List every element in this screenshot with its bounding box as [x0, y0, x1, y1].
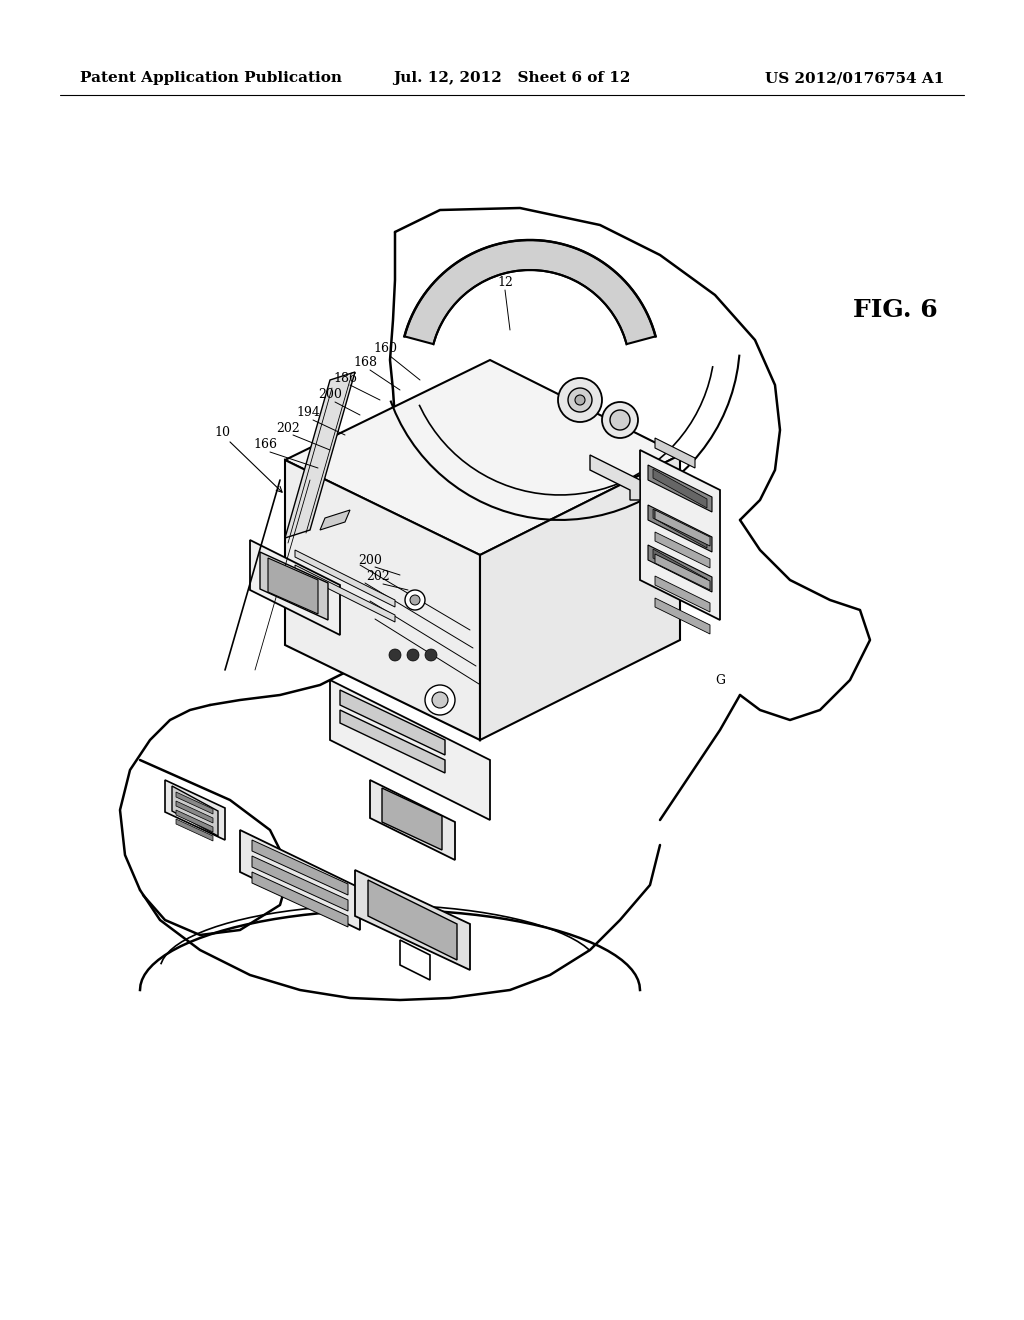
Polygon shape — [295, 565, 395, 622]
Polygon shape — [250, 540, 340, 635]
Polygon shape — [653, 549, 707, 587]
Polygon shape — [260, 552, 328, 620]
Circle shape — [602, 403, 638, 438]
Text: 202: 202 — [367, 570, 390, 583]
Polygon shape — [368, 880, 457, 960]
Circle shape — [406, 590, 425, 610]
Polygon shape — [176, 810, 213, 832]
Circle shape — [568, 388, 592, 412]
Circle shape — [425, 649, 437, 661]
Polygon shape — [240, 830, 360, 931]
Polygon shape — [655, 598, 710, 634]
Polygon shape — [640, 450, 720, 620]
Text: 202: 202 — [276, 421, 300, 434]
Polygon shape — [655, 532, 710, 568]
Text: FIG. 6: FIG. 6 — [853, 298, 937, 322]
Text: 12: 12 — [497, 276, 513, 289]
Polygon shape — [340, 690, 445, 755]
Polygon shape — [340, 710, 445, 774]
Polygon shape — [648, 465, 712, 512]
Polygon shape — [655, 576, 710, 612]
Circle shape — [575, 395, 585, 405]
Polygon shape — [285, 459, 480, 741]
Polygon shape — [653, 510, 707, 548]
Text: 166: 166 — [253, 438, 278, 451]
Circle shape — [407, 649, 419, 661]
Polygon shape — [285, 360, 680, 554]
Polygon shape — [252, 855, 348, 911]
Polygon shape — [400, 940, 430, 979]
Circle shape — [410, 595, 420, 605]
Polygon shape — [655, 554, 710, 590]
Polygon shape — [285, 372, 355, 539]
Polygon shape — [648, 545, 712, 591]
Text: 200: 200 — [358, 553, 382, 566]
Polygon shape — [370, 780, 455, 861]
Circle shape — [432, 692, 449, 708]
Text: 10: 10 — [214, 425, 230, 438]
Text: 160: 160 — [373, 342, 397, 355]
Polygon shape — [252, 840, 348, 895]
Text: 186: 186 — [333, 371, 357, 384]
Polygon shape — [319, 510, 350, 531]
Polygon shape — [480, 455, 680, 741]
Text: US 2012/0176754 A1: US 2012/0176754 A1 — [765, 71, 944, 84]
Circle shape — [610, 411, 630, 430]
Polygon shape — [176, 792, 213, 814]
Polygon shape — [268, 558, 318, 614]
Polygon shape — [176, 818, 213, 841]
Polygon shape — [404, 240, 655, 345]
Polygon shape — [655, 510, 710, 546]
Text: Jul. 12, 2012   Sheet 6 of 12: Jul. 12, 2012 Sheet 6 of 12 — [393, 71, 631, 84]
Text: 168: 168 — [353, 355, 377, 368]
Text: 194: 194 — [296, 405, 319, 418]
Polygon shape — [295, 550, 395, 607]
Text: Patent Application Publication: Patent Application Publication — [80, 71, 342, 84]
Circle shape — [389, 649, 401, 661]
Polygon shape — [648, 506, 712, 552]
Circle shape — [558, 378, 602, 422]
Polygon shape — [252, 873, 348, 927]
Polygon shape — [655, 438, 695, 469]
Text: G: G — [715, 673, 725, 686]
Polygon shape — [355, 870, 470, 970]
Text: 200: 200 — [318, 388, 342, 401]
Polygon shape — [382, 788, 442, 850]
Polygon shape — [172, 785, 218, 836]
Polygon shape — [165, 780, 225, 840]
Polygon shape — [330, 680, 490, 820]
Polygon shape — [176, 801, 213, 822]
Polygon shape — [653, 469, 707, 508]
Polygon shape — [590, 455, 640, 500]
Circle shape — [425, 685, 455, 715]
